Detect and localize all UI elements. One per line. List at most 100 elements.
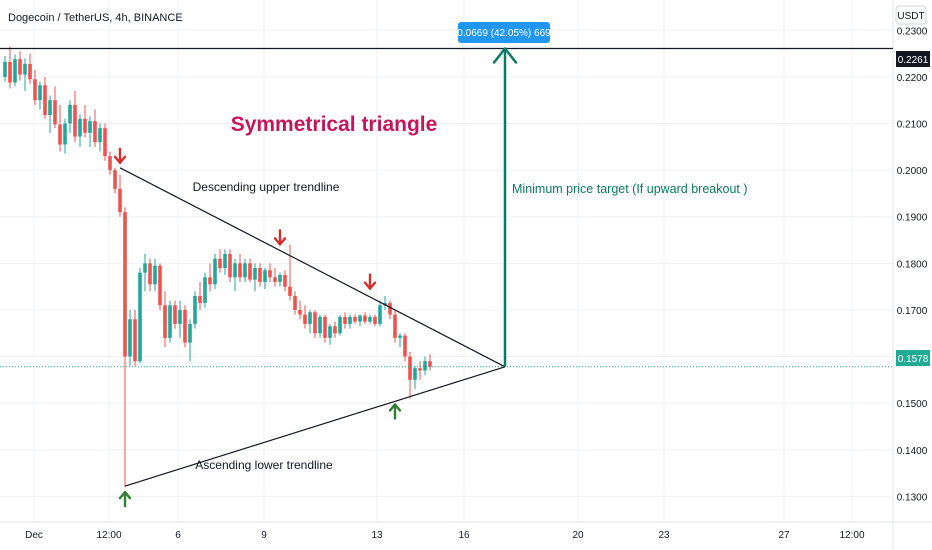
- y-tick-label: 0.1400: [897, 446, 928, 457]
- upper-trendline-label: Descending upper trendline: [193, 180, 340, 194]
- candle: [158, 263, 162, 310]
- candle-body: [118, 188, 122, 213]
- candle-body: [368, 316, 372, 322]
- x-tick-label: 16: [458, 530, 470, 541]
- candle-body: [213, 258, 217, 285]
- y-tick-label: 0.2200: [897, 73, 928, 84]
- candle: [108, 151, 112, 175]
- candle-body: [78, 118, 82, 137]
- candle: [333, 321, 337, 338]
- candle-body: [358, 315, 362, 322]
- candle-body: [173, 305, 177, 324]
- candle: [373, 314, 377, 327]
- candle: [153, 258, 157, 292]
- resistance-price-text: 0.2261: [898, 55, 929, 66]
- candle: [128, 309, 132, 366]
- candle-body: [293, 295, 297, 310]
- candle: [93, 109, 97, 147]
- y-tick-label: 0.1500: [897, 399, 928, 410]
- candle-body: [393, 314, 397, 338]
- candle: [268, 263, 272, 282]
- candle-body: [53, 100, 57, 125]
- candle-body: [3, 61, 7, 77]
- candle-body: [403, 335, 407, 357]
- candle: [368, 314, 372, 324]
- y-tick-label: 0.1300: [897, 492, 928, 503]
- candle-body: [143, 263, 147, 273]
- x-tick-label: 9: [261, 530, 267, 541]
- candle: [273, 267, 277, 287]
- down-arrow-head: [273, 237, 287, 246]
- candle: [428, 354, 432, 371]
- y-tick-label: 0.1900: [897, 213, 928, 224]
- candle: [13, 54, 17, 87]
- candle: [78, 114, 82, 147]
- candle-body: [73, 104, 77, 137]
- candle: [88, 116, 92, 147]
- x-tick-label: 6: [175, 530, 181, 541]
- candle-body: [128, 319, 132, 357]
- candle: [263, 267, 267, 289]
- upper-trendline: [119, 167, 506, 368]
- candle-body: [238, 263, 242, 278]
- candle: [183, 305, 187, 348]
- candle-body: [398, 335, 402, 338]
- candle-body: [423, 361, 427, 371]
- candle-body: [298, 309, 302, 315]
- target-arrow-head: [492, 47, 518, 64]
- target-badge[interactable]: 0.0669 (42.05%) 669: [457, 22, 551, 43]
- candle: [243, 258, 247, 282]
- candle: [173, 300, 177, 329]
- lower-trendline-label: Ascending lower trendline: [195, 458, 333, 472]
- candle-body: [103, 128, 107, 157]
- x-tick-label: 13: [371, 530, 383, 541]
- symbol-title[interactable]: Dogecoin / TetherUS, 4h, BINANCE: [8, 12, 183, 24]
- candle: [378, 300, 382, 327]
- candle-body: [183, 309, 187, 343]
- target-badge-label: 0.0669 (42.05%) 669: [457, 28, 551, 39]
- candle: [8, 46, 12, 89]
- candle: [73, 90, 77, 143]
- x-tick-label: 20: [572, 530, 584, 541]
- candle-body: [43, 85, 47, 116]
- candle-body: [168, 305, 172, 338]
- y-tick-label: 0.2100: [897, 120, 928, 131]
- currency-badge-label: USDT: [897, 11, 924, 22]
- candle-body: [323, 316, 327, 338]
- candle: [323, 314, 327, 343]
- candle: [188, 319, 192, 362]
- candle: [178, 300, 182, 338]
- candle-body: [138, 272, 142, 362]
- candle-body: [158, 265, 162, 306]
- x-tick-label: 27: [778, 530, 790, 541]
- candle-body: [258, 267, 262, 282]
- down-arrow-marker: [363, 273, 377, 290]
- candle-body: [58, 124, 62, 145]
- candle: [18, 51, 22, 81]
- candle: [423, 356, 427, 376]
- candle-body: [163, 305, 167, 338]
- candle-body: [123, 212, 127, 357]
- lower-trendline: [124, 366, 506, 487]
- candle-body: [18, 59, 22, 75]
- y-tick-label: 0.2300: [897, 26, 928, 37]
- candle: [253, 263, 257, 292]
- candle: [353, 314, 357, 324]
- candle-body: [38, 85, 42, 101]
- candle-body: [278, 274, 282, 282]
- down-arrow-marker: [113, 147, 127, 164]
- candle: [23, 58, 27, 91]
- candle-body: [98, 128, 102, 143]
- candle: [218, 249, 222, 273]
- y-tick-label: 0.1800: [897, 259, 928, 270]
- candle: [328, 323, 332, 345]
- currency-badge[interactable]: USDT: [895, 5, 927, 25]
- candle: [63, 118, 67, 154]
- candle: [148, 258, 152, 292]
- candle-body: [223, 254, 227, 268]
- candle-body: [308, 312, 312, 324]
- candle: [308, 309, 312, 334]
- x-tick-label: 12:00: [96, 530, 121, 541]
- candle: [258, 263, 262, 287]
